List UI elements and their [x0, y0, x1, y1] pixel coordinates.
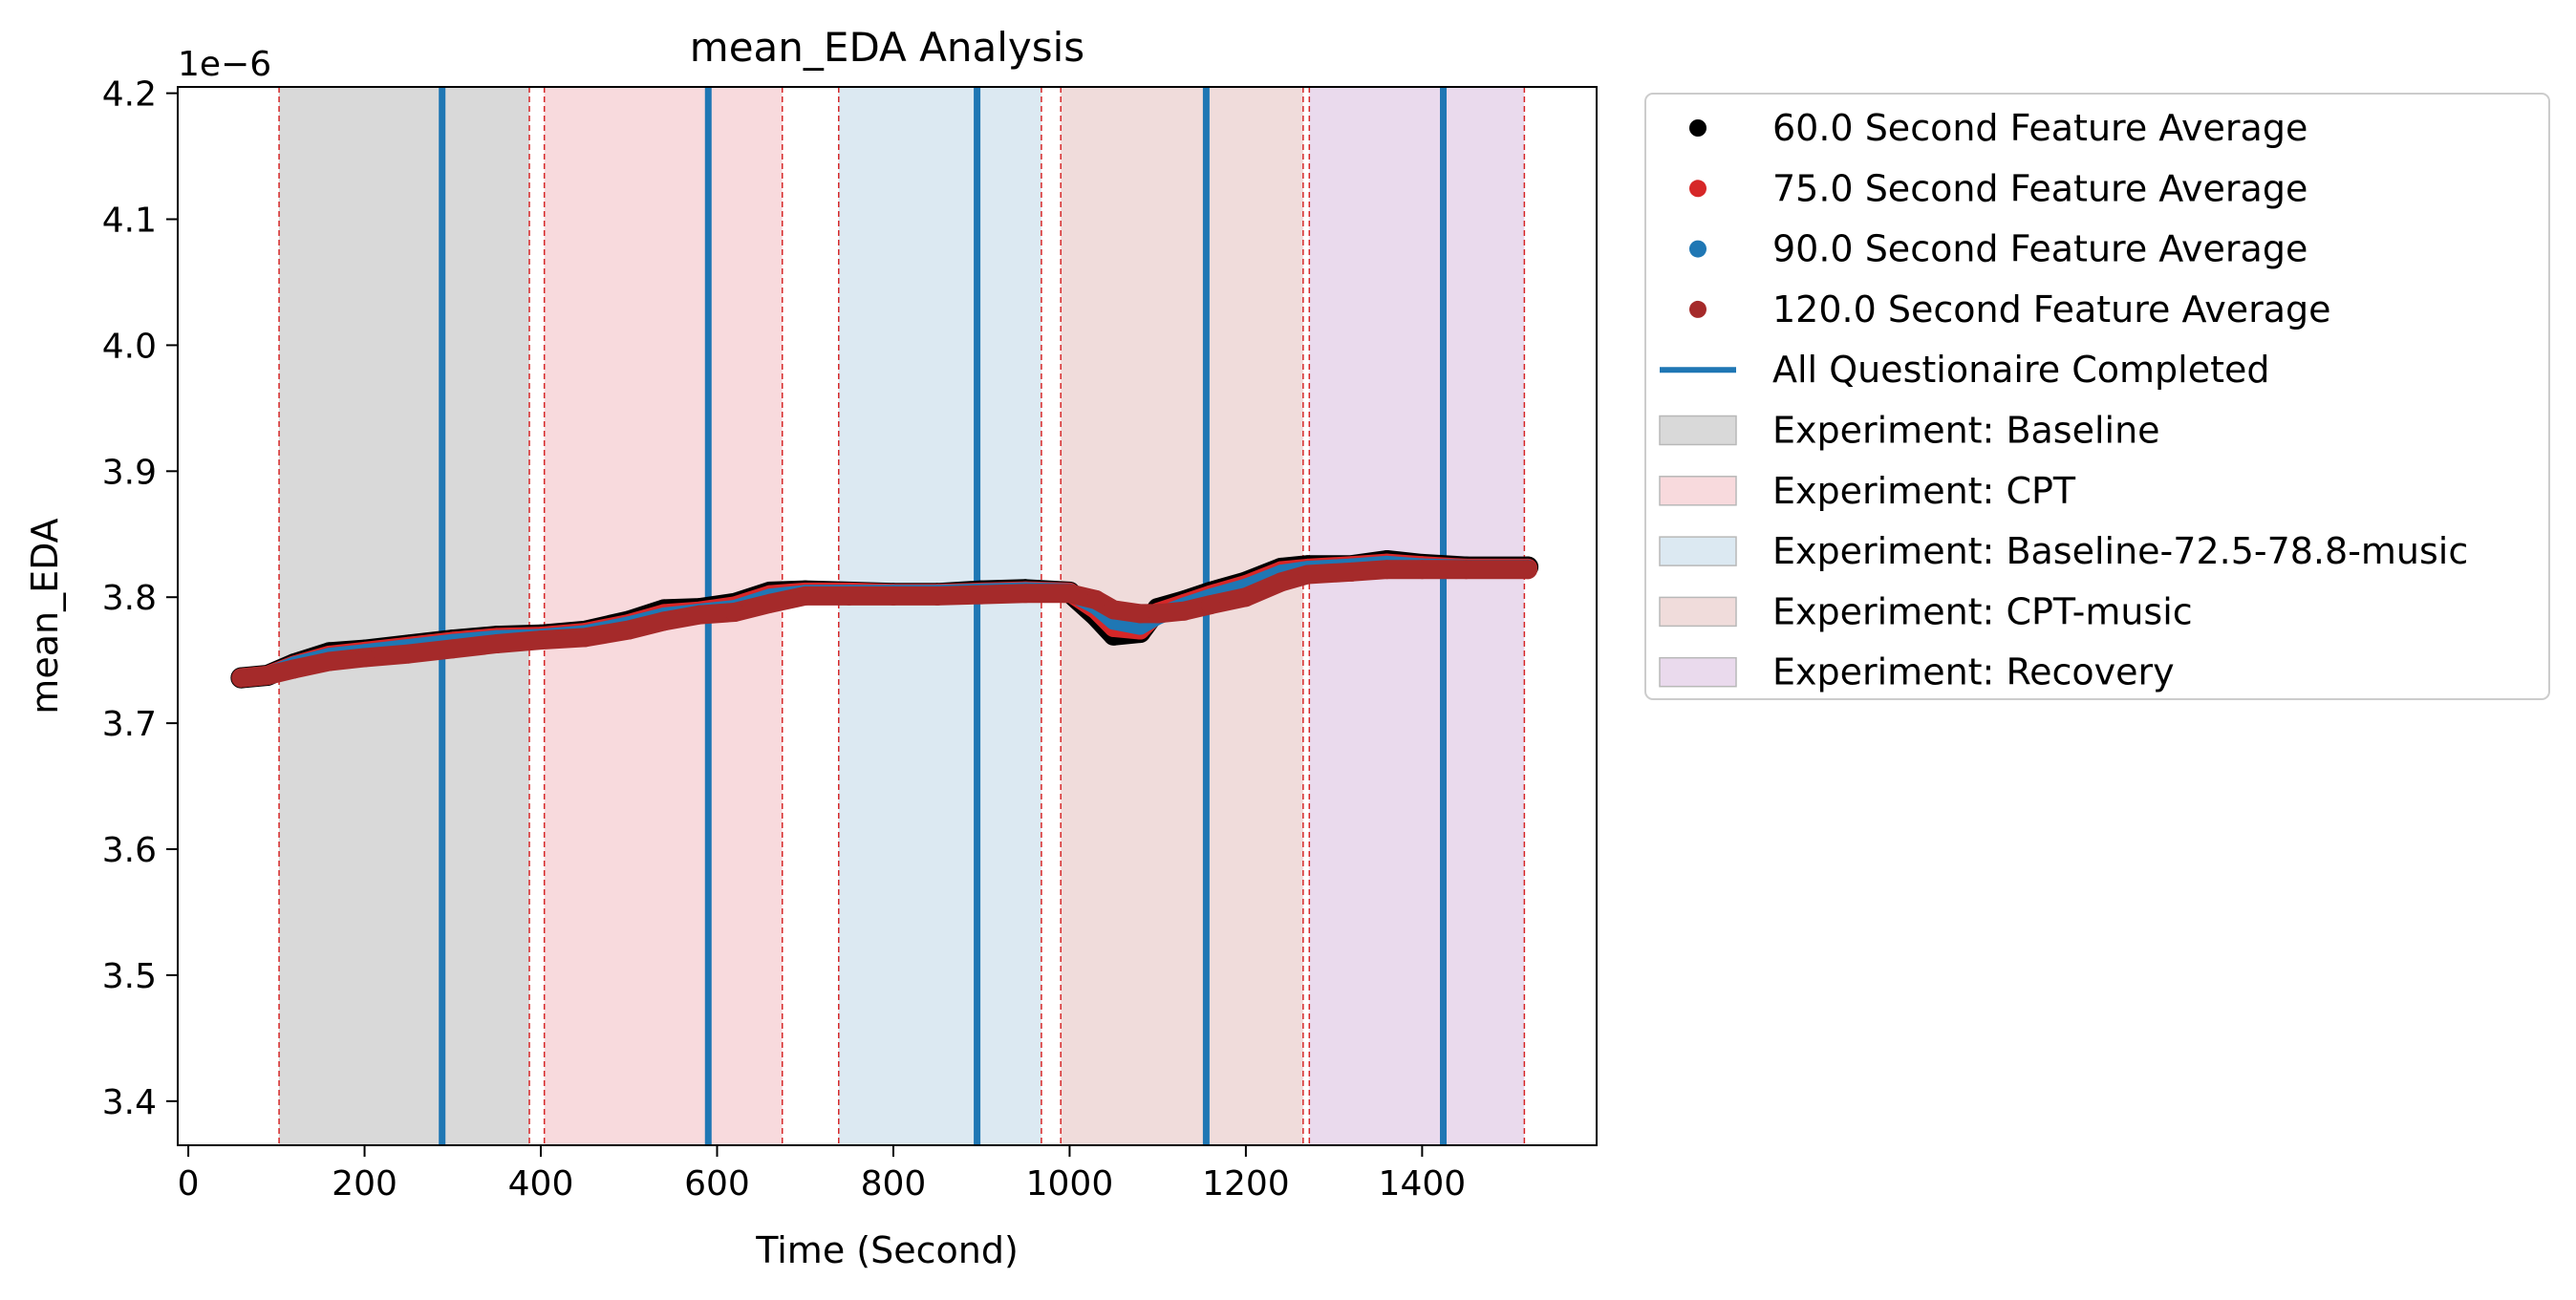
y-tick-label: 4.1 — [102, 202, 157, 241]
series-3-point — [1174, 601, 1194, 621]
phase-bands — [279, 87, 1525, 1145]
series-3-point — [760, 593, 780, 613]
series-layer — [230, 549, 1539, 689]
series-3-point — [690, 605, 710, 625]
legend-box — [1644, 93, 2550, 700]
x-tick-label: 200 — [332, 1164, 397, 1204]
y-axis-label: mean_EDA — [24, 518, 66, 714]
series-3-point — [619, 620, 639, 640]
y-tick-label: 3.9 — [102, 453, 157, 492]
series-3-point — [1130, 604, 1150, 624]
y-offset-text: 1e−6 — [178, 45, 271, 84]
series-3-point — [575, 628, 595, 648]
series-3-point — [724, 603, 744, 623]
series-3-point — [531, 630, 551, 650]
legend-label: 75.0 Second Feature Average — [1772, 167, 2308, 209]
series-3-point — [1271, 572, 1291, 592]
series-3-point — [1412, 560, 1432, 580]
legend-marker-patch — [1659, 656, 1737, 688]
legend-label: 120.0 Second Feature Average — [1772, 288, 2331, 330]
series-3-point — [839, 586, 859, 606]
x-tick-label: 1400 — [1379, 1164, 1467, 1204]
legend-marker-dot — [1689, 300, 1707, 318]
y-axis-ticks: 3.4 3.5 3.6 3.7 3.8 3.9 4.0 4.1 4.2 — [102, 75, 178, 1122]
series-3-point — [398, 644, 419, 664]
chart-title: mean_EDA Analysis — [690, 24, 1084, 71]
legend-label: All Questionaire Completed — [1772, 349, 2270, 391]
x-tick-label: 400 — [508, 1164, 574, 1204]
legend-marker-patch — [1659, 596, 1737, 628]
phase-borders — [278, 87, 1526, 1145]
series-3-point — [442, 639, 462, 659]
plot-frame — [177, 86, 1598, 1146]
legend-label: Experiment: Recovery — [1772, 651, 2175, 693]
series-3-point — [1235, 587, 1256, 607]
x-tick-label: 600 — [684, 1164, 750, 1204]
series-3-point — [231, 668, 251, 688]
series-3-point — [655, 611, 675, 631]
series-3-point — [1016, 584, 1036, 604]
series-3-point — [1377, 560, 1397, 580]
series-3-point — [486, 634, 506, 654]
legend-label: 90.0 Second Feature Average — [1772, 228, 2308, 270]
y-tick-label: 4.0 — [102, 327, 157, 366]
y-tick-label: 3.5 — [102, 957, 157, 996]
series-3-point — [319, 651, 339, 671]
series-3-point — [1201, 595, 1221, 615]
x-tick-label: 1200 — [1202, 1164, 1290, 1204]
x-tick-label: 1000 — [1026, 1164, 1114, 1204]
legend-label: Experiment: CPT — [1772, 470, 2076, 512]
series-3-point — [354, 648, 375, 668]
series-3-point — [284, 659, 304, 679]
series-3-point — [1456, 560, 1476, 580]
series-3-point — [258, 665, 278, 685]
phase-band-0 — [279, 87, 530, 1145]
legend-label: Experiment: CPT-music — [1772, 590, 2193, 632]
x-axis-ticks: 0 200 400 600 800 1000 1200 1400 — [178, 1145, 1467, 1204]
series-3-point — [928, 586, 948, 606]
phase-band-2 — [838, 87, 1041, 1145]
series-3-point — [972, 585, 992, 605]
legend-marker-dot — [1689, 180, 1707, 198]
legend-label: Experiment: Baseline — [1772, 410, 2160, 452]
phase-band-4 — [1309, 87, 1525, 1145]
series-3-point — [795, 586, 815, 606]
series-3-point — [1104, 600, 1124, 620]
series-3-point — [1148, 604, 1168, 624]
legend-marker-patch — [1659, 415, 1737, 446]
y-tick-label: 3.7 — [102, 705, 157, 744]
y-tick-label: 3.6 — [102, 831, 157, 870]
legend-label: 60.0 Second Feature Average — [1772, 107, 2308, 149]
legend: 60.0 Second Feature Average 75.0 Second F… — [1644, 93, 2550, 700]
series-3-point — [1342, 562, 1362, 582]
series-3-point — [1086, 589, 1106, 609]
series-3-point — [1518, 560, 1538, 580]
legend-label: Experiment: Baseline-72.5-78.8-music — [1772, 530, 2468, 572]
series-3-point — [1298, 565, 1318, 585]
y-tick-label: 4.2 — [102, 75, 157, 115]
x-tick-label: 0 — [178, 1164, 200, 1204]
legend-marker-patch — [1659, 536, 1737, 566]
series-3-point — [1060, 584, 1080, 604]
x-tick-label: 800 — [861, 1164, 927, 1204]
legend-marker-dot — [1689, 240, 1707, 258]
x-axis-label: Time (Second) — [755, 1229, 1019, 1271]
legend-marker-patch — [1659, 476, 1737, 506]
series-3-point — [883, 586, 903, 606]
y-tick-label: 3.8 — [102, 579, 157, 618]
y-tick-label: 3.4 — [102, 1083, 157, 1122]
legend-marker-dot — [1689, 119, 1707, 137]
